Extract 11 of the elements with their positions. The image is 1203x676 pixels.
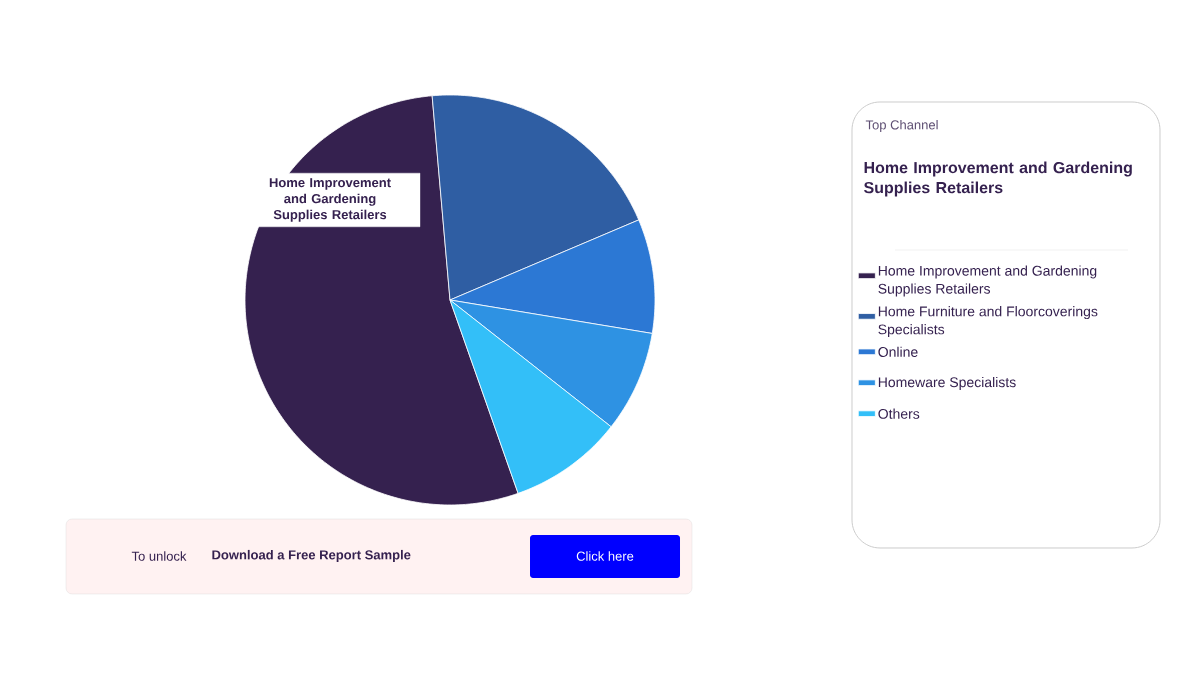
legend-label: Home Improvement and Gardening Supplies Retailers	[878, 265, 1097, 297]
legend-title: Top Channel	[865, 119, 938, 133]
legend-label: Online	[878, 346, 918, 357]
text: Home Improvement and Gardening Supplies Retailers	[863, 161, 1132, 197]
legend-label: Others	[878, 408, 920, 419]
text: Click here	[576, 551, 634, 561]
legend-label: Homeware Specialists	[878, 376, 1016, 390]
text: To unlock	[131, 551, 187, 561]
text: Home Improvement and Gardening Supplies Retailers	[269, 178, 391, 222]
text: Download a Free Report Sample	[212, 549, 411, 563]
legend-label: Home Furniture and Floorcoverings Specialists	[878, 306, 1098, 338]
